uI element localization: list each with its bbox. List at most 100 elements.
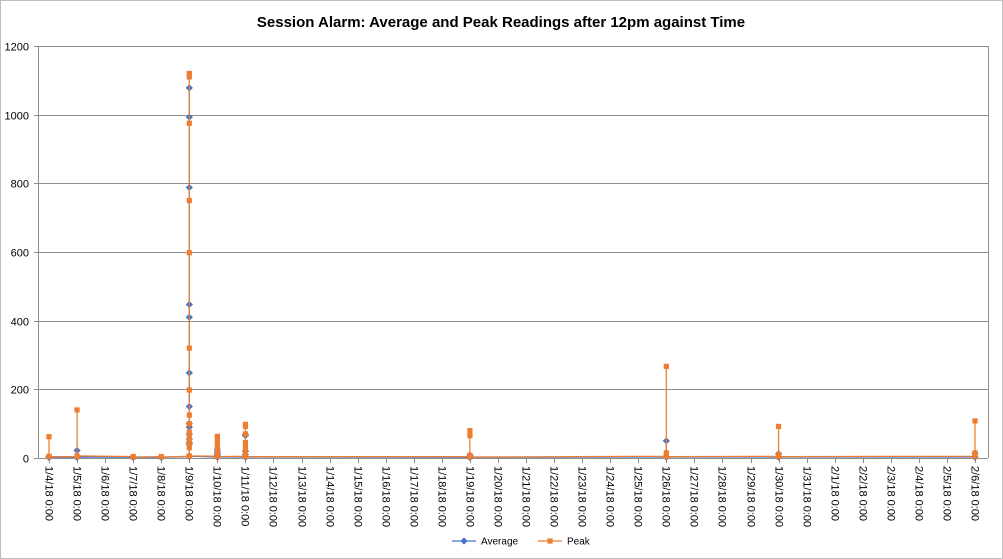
x-axis-labels: 1/4/18 0:00 1/5/18 0:00 1/6/18 0:00 1/7/18 …	[43, 466, 981, 527]
y-tick-label: 400	[11, 317, 29, 329]
data-point-peak	[186, 345, 192, 351]
x-tick-label: 1/21/18 0:00	[520, 466, 532, 527]
x-tick-label: 1/22/18 0:00	[548, 466, 560, 527]
x-tick-label: 1/12/18 0:00	[267, 466, 279, 527]
data-point-peak	[467, 433, 473, 439]
data-point-peak	[74, 453, 80, 459]
data-point-peak	[186, 120, 192, 126]
data-point-peak	[186, 412, 192, 418]
data-point-peak	[467, 454, 473, 460]
data-point-peak	[186, 441, 192, 447]
x-tick-label: 1/4/18 0:00	[43, 466, 55, 521]
legend: Average Peak	[452, 537, 591, 548]
x-tick-label: 1/15/18 0:00	[352, 466, 364, 527]
data-point-peak	[46, 454, 52, 460]
x-tick-label: 1/23/18 0:00	[576, 466, 588, 527]
data-point-peak	[663, 363, 669, 369]
x-tick-label: 2/1/18 0:00	[829, 466, 841, 521]
x-tick-label: 1/6/18 0:00	[99, 466, 111, 521]
x-tick-label: 1/9/18 0:00	[183, 466, 195, 521]
data-point-peak	[214, 446, 220, 453]
data-point-peak	[214, 450, 220, 456]
x-tick-label: 1/25/18 0:00	[632, 466, 644, 527]
x-tick-label: 1/16/18 0:00	[380, 466, 392, 527]
x-tick-label: 2/6/18 0:00	[969, 466, 981, 521]
x-tick-label: 1/27/18 0:00	[688, 466, 700, 527]
data-point-peak	[158, 454, 164, 460]
data-point-peak	[775, 454, 782, 460]
x-tick-label: 2/5/18 0:00	[941, 466, 953, 521]
data-point-peak	[972, 450, 978, 456]
chart-title: Session Alarm: Average and Peak Readings…	[257, 14, 745, 31]
y-tick-label: 200	[11, 385, 29, 397]
y-tick-label: 1000	[5, 111, 29, 123]
data-point-peak	[186, 387, 192, 393]
data-point-peak	[186, 70, 192, 77]
x-tick-label: 1/10/18 0:00	[211, 466, 223, 527]
data-point-peak	[775, 423, 782, 430]
data-point-peak	[214, 443, 220, 449]
legend-label-average: Average	[481, 537, 519, 548]
x-tick-label: 1/19/18 0:00	[464, 466, 476, 527]
data-point-peak	[242, 431, 249, 437]
x-tick-label: 1/20/18 0:00	[492, 466, 504, 527]
data-point-peak	[663, 454, 669, 460]
data-point-peak	[186, 434, 192, 440]
y-tick-label: 600	[11, 248, 29, 260]
data-point-peak	[972, 454, 978, 460]
data-point-peak	[242, 450, 249, 456]
axes	[34, 46, 989, 463]
data-point-peak	[130, 454, 136, 460]
x-tick-label: 1/31/18 0:00	[801, 466, 813, 527]
x-tick-label: 1/28/18 0:00	[716, 466, 728, 527]
series-group	[45, 70, 979, 461]
legend-item-peak: Peak	[538, 537, 591, 548]
data-point-peak	[467, 427, 473, 434]
legend-marker-average	[460, 537, 468, 545]
y-axis-labels: 0 200 400 600 800 1000 1200	[5, 42, 29, 466]
data-point-peak	[242, 454, 249, 460]
series-peak	[46, 70, 978, 460]
x-tick-label: 1/24/18 0:00	[604, 466, 616, 527]
data-point-peak	[186, 250, 192, 256]
x-tick-label: 1/7/18 0:00	[127, 466, 139, 521]
data-point-peak	[242, 421, 249, 427]
data-point-peak	[663, 450, 669, 456]
x-tick-label: 1/11/18 0:00	[239, 466, 251, 526]
data-point-peak	[214, 436, 220, 442]
y-tick-label: 1200	[5, 42, 29, 54]
x-tick-label: 1/8/18 0:00	[155, 466, 167, 521]
data-point-peak	[186, 421, 192, 427]
data-point-peak	[186, 197, 192, 204]
data-point-peak	[46, 434, 52, 440]
data-point-peak	[74, 407, 80, 413]
x-tick-label: 2/3/18 0:00	[885, 466, 897, 521]
x-tick-label: 1/5/18 0:00	[71, 466, 83, 521]
y-tick-label: 0	[23, 454, 29, 466]
x-tick-label: 1/13/18 0:00	[296, 466, 308, 527]
legend-label-peak: Peak	[567, 537, 591, 548]
data-point-peak	[214, 433, 220, 439]
data-point-peak	[186, 74, 192, 80]
data-point-peak	[972, 418, 978, 424]
data-point-peak	[242, 445, 249, 451]
data-point-peak	[186, 445, 192, 451]
legend-item-average: Average	[452, 537, 519, 548]
x-tick-label: 1/18/18 0:00	[436, 466, 448, 527]
data-point-peak	[214, 439, 220, 446]
x-tick-label: 2/4/18 0:00	[913, 466, 925, 521]
x-tick-label: 1/26/18 0:00	[660, 466, 672, 527]
x-tick-label: 2/2/18 0:00	[857, 466, 869, 521]
data-point-peak	[242, 439, 249, 446]
legend-marker-peak	[547, 538, 553, 544]
data-point-peak	[186, 453, 192, 459]
y-tick-label: 800	[11, 179, 29, 191]
x-tick-label: 1/29/18 0:00	[745, 466, 757, 527]
x-tick-label: 1/14/18 0:00	[324, 466, 336, 527]
x-tick-label: 1/30/18 0:00	[773, 466, 785, 527]
data-point-peak	[186, 429, 192, 435]
x-tick-label: 1/17/18 0:00	[408, 466, 420, 527]
data-point-peak	[214, 454, 220, 460]
